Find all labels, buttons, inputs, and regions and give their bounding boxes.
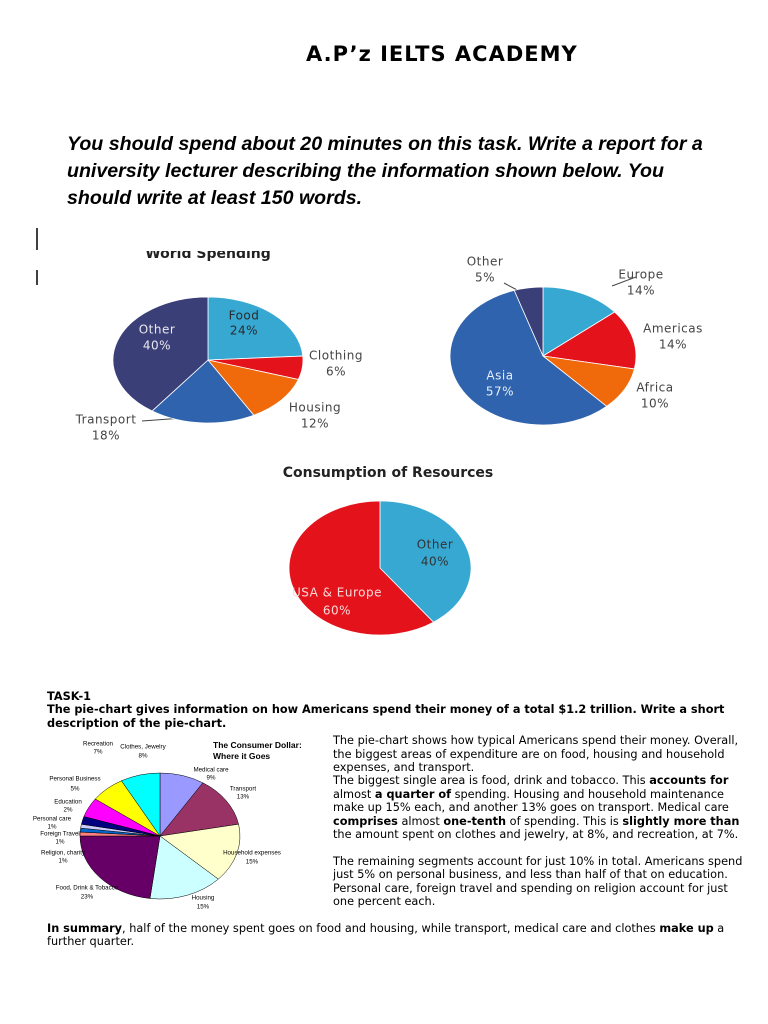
pie-slice [379, 500, 472, 623]
pie-slice [207, 296, 304, 361]
bold-text: slightly more than [622, 814, 740, 828]
text: The remaining segments account for just … [333, 854, 743, 909]
essay: The pie-chart shows how typical American… [47, 730, 747, 948]
page-title: A.P’z IELTS ACADEMY [306, 42, 578, 66]
slice-value-label: 5% [475, 271, 495, 285]
pie-slice [513, 286, 544, 357]
text: a further quarter. [47, 921, 725, 949]
bold-text: comprises [333, 814, 398, 828]
pie-slice [159, 823, 241, 880]
slice-value-label: 15% [197, 904, 210, 911]
slice-label: Transport [230, 786, 257, 793]
slice-label: Other [417, 538, 454, 552]
slice-value-label: 40% [421, 555, 449, 569]
slice-label: Asia [486, 369, 513, 383]
slice-label: Personal Business [49, 776, 100, 783]
slice-value-label: 15% [246, 859, 259, 866]
text: of spending. This is [506, 814, 623, 828]
slice-value-label: 24% [230, 324, 258, 338]
pie-slice [541, 311, 637, 370]
slice-label: Transport [75, 413, 137, 427]
essay-paragraph: The pie-chart shows how typical American… [47, 734, 747, 774]
bold-text: one-tenth [443, 814, 507, 828]
slice-label: Africa [636, 381, 673, 395]
slice-label: Medical care [193, 767, 229, 774]
slice-value-label: 8% [139, 753, 148, 760]
slice-value-label: 40% [143, 339, 171, 353]
slice-value-label: 9% [207, 775, 216, 782]
slice-label: Other [467, 255, 504, 269]
chart-title: Consumption of Resources [283, 465, 494, 481]
slice-label: USA & Europe [292, 586, 382, 600]
bold-text: accounts for [649, 774, 729, 788]
slice-value-label: 18% [92, 429, 120, 443]
slice-label: Food [229, 309, 260, 323]
slice-value-label: 57% [486, 385, 514, 399]
slice-value-label: 5% [71, 786, 80, 793]
pie-slice [149, 835, 219, 900]
text: , half of the money spent goes on food a… [122, 921, 660, 935]
slice-label: Personal care [33, 816, 72, 823]
slice-value-label: 7% [94, 749, 103, 756]
pie-slice [449, 289, 608, 426]
slice-label: Other [139, 323, 176, 337]
slice-value-label: 6% [326, 365, 346, 379]
slice-value-label: 14% [659, 338, 687, 352]
slice-label: Europe [618, 268, 663, 282]
chart-title: The Consumer Dollar: Where it Goes [213, 740, 302, 761]
slice-label: Clothing [309, 349, 363, 363]
bold-text: In summary [47, 921, 123, 935]
pie-slice [288, 500, 435, 636]
slice-label: Clothes, Jewelry [120, 744, 166, 751]
slice-value-label: 60% [323, 604, 351, 618]
chart-title: World Spending [145, 246, 271, 262]
text: the amount spent on clothes and jewelry,… [333, 828, 739, 842]
slice-value-label: 1% [59, 858, 68, 865]
slice-label: Food, Drink & Tobacco [56, 885, 119, 892]
slice-value-label: 1% [56, 839, 65, 846]
slice-value-label: 13% [237, 794, 250, 801]
slice-label: Housing [289, 401, 341, 415]
essay-paragraph: In summary, half of the money spent goes… [47, 922, 747, 949]
task-section: TASK-1 The pie-chart gives information o… [47, 690, 747, 949]
slice-label: Recreation [83, 741, 113, 748]
slice-label: Education [54, 799, 82, 806]
pie-slice [79, 835, 161, 899]
bold-text: a quarter of [374, 787, 452, 801]
pie-slice [151, 359, 255, 424]
text: almost [333, 787, 375, 801]
pie-slice [112, 296, 209, 412]
essay-paragraph: The biggest single area is food, drink a… [47, 774, 747, 841]
slice-label: Religion, charity [41, 850, 86, 857]
pie-slice [121, 772, 161, 837]
essay-paragraph: The remaining segments account for just … [47, 855, 747, 909]
pie-slice [206, 359, 299, 416]
text: The biggest single area is food, drink a… [333, 774, 650, 788]
slice-value-label: 12% [301, 417, 329, 431]
slice-label: Americas [643, 322, 703, 336]
pie-slice [159, 782, 239, 837]
slice-label: Foreign Travel [40, 831, 80, 838]
task-prompt: The pie-chart gives information on how A… [47, 703, 725, 730]
slice-value-label: 14% [627, 284, 655, 298]
slice-value-label: 23% [81, 894, 94, 901]
slice-label: Household expenses [223, 850, 281, 857]
slice-value-label: 1% [48, 824, 57, 831]
slice-label: Housing [192, 895, 215, 902]
task-label: TASK-1 [47, 690, 92, 703]
slice-value-label: 2% [64, 807, 73, 814]
slice-value-label: 10% [641, 397, 669, 411]
leader-line [611, 276, 637, 287]
bold-text: make up [659, 921, 714, 935]
instructions: You should spend about 20 minutes on thi… [67, 133, 703, 209]
text: The pie-chart shows how typical American… [333, 734, 739, 775]
text: almost [397, 814, 444, 828]
pie-slice [542, 286, 616, 357]
text: spending. Housing and household maintena… [333, 787, 729, 815]
